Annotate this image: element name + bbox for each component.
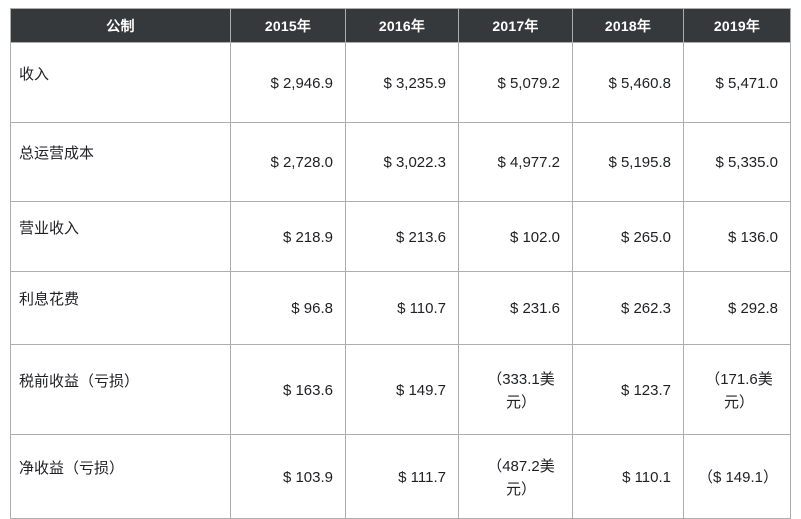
table-row-revenue: 收入 $ 2,946.9 $ 3,235.9 $ 5,079.2 $ 5,460… xyxy=(10,42,791,123)
table-row-pretax-income-loss: 税前收益（亏损） $ 163.6 $ 149.7 （333.1美元） $ 123… xyxy=(10,344,791,435)
value-cell: $ 110.1 xyxy=(572,434,684,519)
value-cell: $ 265.0 xyxy=(572,201,684,272)
column-header-metric: 公制 xyxy=(10,8,231,43)
value-cell: $ 149.7 xyxy=(345,344,459,435)
value-cell: （487.2美元） xyxy=(458,434,573,519)
value-text: $ 111.7 xyxy=(398,468,446,486)
value-cell: $ 96.8 xyxy=(230,271,346,345)
value-text: $ 96.8 xyxy=(291,300,333,318)
value-text: $ 262.3 xyxy=(620,300,671,318)
column-header-2015: 2015年 xyxy=(230,8,346,43)
value-cell: $ 292.8 xyxy=(683,271,791,345)
value-cell: （171.6美元） xyxy=(683,344,791,435)
value-text: $ 110.7 xyxy=(397,300,446,318)
table-body: 收入 $ 2,946.9 $ 3,235.9 $ 5,079.2 $ 5,460… xyxy=(10,42,791,519)
value-text: $ 3,235.9 xyxy=(383,74,446,92)
value-cell: $ 103.9 xyxy=(230,434,346,519)
value-cell: $ 102.0 xyxy=(458,201,573,272)
value-cell: $ 5,471.0 xyxy=(683,42,791,123)
metric-label-cell: 收入 xyxy=(10,42,231,123)
table-header: 公制 2015年 2016年 2017年 2018年 2019年 xyxy=(10,8,791,43)
value-cell: $ 262.3 xyxy=(572,271,684,345)
value-text: $ 136.0 xyxy=(727,228,778,246)
value-cell: $ 2,728.0 xyxy=(230,122,346,202)
value-cell: $ 110.7 xyxy=(345,271,459,345)
financial-table-container: 公制 2015年 2016年 2017年 2018年 2019年 收入 $ 2,… xyxy=(10,8,791,519)
column-header-2019: 2019年 xyxy=(683,8,791,43)
column-header-2016: 2016年 xyxy=(345,8,459,43)
value-cell: $ 5,335.0 xyxy=(683,122,791,202)
metric-label-cell: 总运营成本 xyxy=(10,122,231,202)
metric-label-cell: 营业收入 xyxy=(10,201,231,272)
value-text: $ 163.6 xyxy=(282,381,333,399)
value-text: $ 218.9 xyxy=(282,228,333,246)
value-cell: $ 136.0 xyxy=(683,201,791,272)
column-header-2018: 2018年 xyxy=(572,8,684,43)
value-text: $ 5,471.0 xyxy=(715,74,778,92)
value-text: $ 103.9 xyxy=(282,468,333,486)
value-cell: $ 111.7 xyxy=(345,434,459,519)
value-text: $ 123.7 xyxy=(620,381,671,399)
table-row-net-income-loss: 净收益（亏损） $ 103.9 $ 111.7 （487.2美元） $ 110.… xyxy=(10,434,791,519)
value-text: $ 149.7 xyxy=(395,381,446,399)
value-cell: $ 213.6 xyxy=(345,201,459,272)
value-text: （333.1美元） xyxy=(487,370,555,411)
table-row-operating-income: 营业收入 $ 218.9 $ 213.6 $ 102.0 $ 265.0 $ 1… xyxy=(10,201,791,272)
value-text: $ 231.6 xyxy=(509,300,560,318)
value-text: $ 110.1 xyxy=(622,468,671,486)
value-text: $ 102.0 xyxy=(509,228,560,246)
value-cell: （333.1美元） xyxy=(458,344,573,435)
value-cell: $ 5,195.8 xyxy=(572,122,684,202)
value-cell: $ 4,977.2 xyxy=(458,122,573,202)
value-text: $ 3,022.3 xyxy=(383,154,446,172)
value-text: $ 4,977.2 xyxy=(497,154,560,172)
value-cell: $ 5,460.8 xyxy=(572,42,684,123)
value-text: $ 2,946.9 xyxy=(270,74,333,92)
value-text: $ 292.8 xyxy=(727,300,778,318)
value-cell: $ 3,022.3 xyxy=(345,122,459,202)
metric-label-cell: 利息花费 xyxy=(10,271,231,345)
value-cell: $ 231.6 xyxy=(458,271,573,345)
value-cell: $ 218.9 xyxy=(230,201,346,272)
value-cell: （$ 149.1） xyxy=(683,434,791,519)
financial-metrics-table: 公制 2015年 2016年 2017年 2018年 2019年 收入 $ 2,… xyxy=(10,8,791,519)
value-text: （171.6美元） xyxy=(705,370,773,411)
metric-label-cell: 净收益（亏损） xyxy=(10,434,231,519)
table-row-total-operating-costs: 总运营成本 $ 2,728.0 $ 3,022.3 $ 4,977.2 $ 5,… xyxy=(10,122,791,202)
value-text: $ 5,460.8 xyxy=(608,74,671,92)
value-cell: $ 123.7 xyxy=(572,344,684,435)
column-header-2017: 2017年 xyxy=(458,8,573,43)
value-cell: $ 163.6 xyxy=(230,344,346,435)
table-row-interest-expense: 利息花费 $ 96.8 $ 110.7 $ 231.6 $ 262.3 $ 29… xyxy=(10,271,791,345)
value-cell: $ 5,079.2 xyxy=(458,42,573,123)
value-text: $ 213.6 xyxy=(395,228,446,246)
value-text: $ 5,079.2 xyxy=(497,74,560,92)
value-cell: $ 2,946.9 xyxy=(230,42,346,123)
value-text: $ 265.0 xyxy=(620,228,671,246)
value-text: $ 5,335.0 xyxy=(715,154,778,172)
value-text: $ 2,728.0 xyxy=(270,154,333,172)
value-cell: $ 3,235.9 xyxy=(345,42,459,123)
value-text: （487.2美元） xyxy=(487,457,555,498)
value-text: $ 5,195.8 xyxy=(608,154,671,172)
value-text: （$ 149.1） xyxy=(697,468,778,486)
metric-label-cell: 税前收益（亏损） xyxy=(10,344,231,435)
header-row: 公制 2015年 2016年 2017年 2018年 2019年 xyxy=(10,8,791,43)
